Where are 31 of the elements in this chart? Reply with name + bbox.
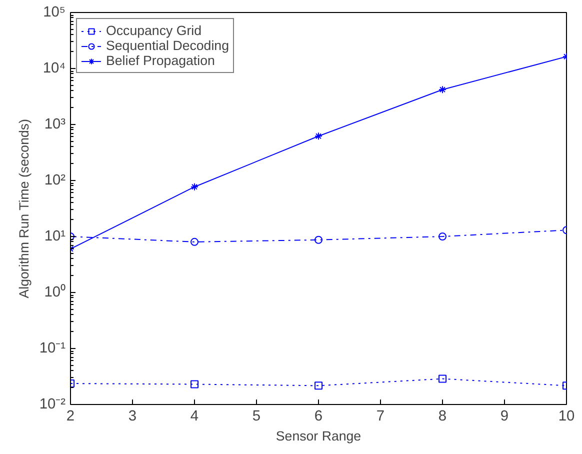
x-tick-label: 9 <box>500 408 509 424</box>
y-tick-label: 10² <box>44 172 66 188</box>
point <box>314 382 322 390</box>
x-axis-title: Sensor Range <box>276 428 362 444</box>
point <box>190 380 198 388</box>
x-tick-label: 8 <box>438 408 447 424</box>
point <box>438 232 446 240</box>
y-tick-label: 10³ <box>44 116 66 132</box>
point <box>438 374 446 383</box>
x-tick-label: 5 <box>252 408 261 424</box>
y-tick-label: 10⁻² <box>39 396 66 412</box>
x-tick-label: 2 <box>66 408 75 424</box>
legend-label: Sequential Decoding <box>106 38 230 53</box>
y-tick-label: 10¹ <box>44 228 66 244</box>
y-tick-label: 10⁵ <box>43 4 66 20</box>
x-tick-label: 7 <box>376 408 385 424</box>
y-tick-label: 10⁰ <box>44 284 66 300</box>
y-axis-title: Algorithm Run Time (seconds) <box>16 118 32 298</box>
point <box>314 132 322 140</box>
y-tick-label: 10⁻¹ <box>39 340 66 356</box>
x-tick-label: 3 <box>128 408 137 424</box>
legend-label: Belief Propagation <box>106 53 215 68</box>
y-tick-label: 10⁴ <box>42 60 66 76</box>
x-tick-label: 10 <box>558 408 575 424</box>
point <box>314 236 322 244</box>
x-tick-label: 4 <box>190 408 199 424</box>
point <box>190 182 198 191</box>
point <box>190 238 198 246</box>
x-tick-label: 6 <box>314 408 323 424</box>
legend-label: Occupancy Grid <box>106 23 202 38</box>
point <box>438 86 446 94</box>
